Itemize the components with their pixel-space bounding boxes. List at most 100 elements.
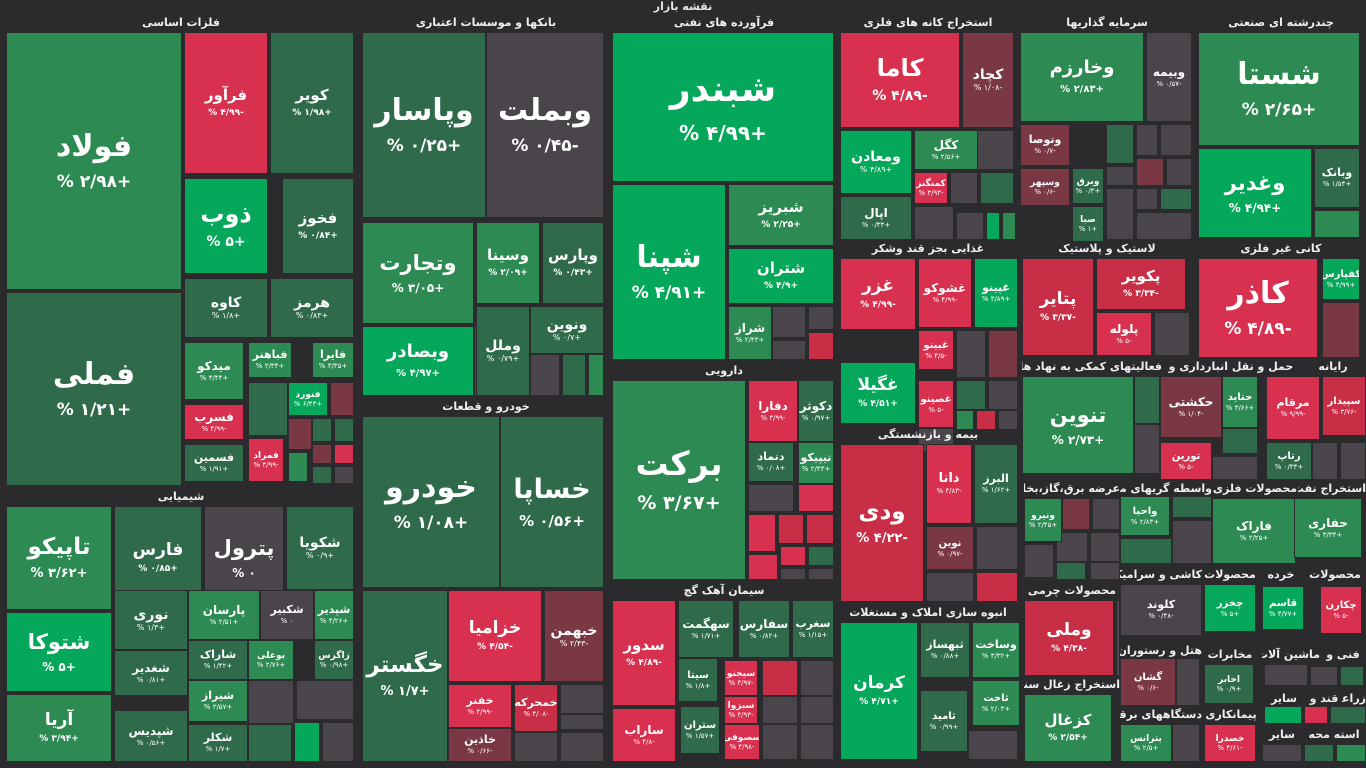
company-tile[interactable] xyxy=(986,212,1000,240)
company-tile[interactable] xyxy=(806,514,834,544)
company-tile[interactable] xyxy=(1120,538,1172,564)
company-tile[interactable] xyxy=(514,732,558,762)
company-tile[interactable] xyxy=(762,724,798,760)
company-tile[interactable]: فسمین +۱/۹۱ % xyxy=(184,444,244,482)
company-tile[interactable]: ونوین +۰/۷ % xyxy=(530,306,604,354)
company-tile[interactable] xyxy=(1154,312,1190,356)
company-tile[interactable] xyxy=(1136,158,1164,186)
company-tile[interactable] xyxy=(800,696,834,724)
company-tile[interactable]: کگل +۲/۵۶ % xyxy=(914,130,978,170)
company-tile[interactable]: کفپارس +۴/۹۹ % xyxy=(1322,258,1360,300)
company-tile[interactable]: شپدیر +۴/۲۶ % xyxy=(314,590,354,640)
company-tile[interactable] xyxy=(1090,532,1120,562)
company-tile[interactable]: فسرب -۴/۹۹ % xyxy=(184,404,244,440)
company-tile[interactable]: زاگرس +۰/۹۸ % xyxy=(314,640,354,680)
company-tile[interactable] xyxy=(1106,166,1134,186)
company-tile[interactable]: پارسان +۲/۵۱ % xyxy=(188,590,260,640)
company-tile[interactable] xyxy=(1330,706,1366,724)
company-tile[interactable]: غگیلا +۴/۵۱ % xyxy=(840,362,916,424)
company-tile[interactable]: ثبهساز +۰/۸۸ % xyxy=(920,622,970,678)
company-tile[interactable]: وملی -۴/۳۸ % xyxy=(1024,600,1114,676)
company-tile[interactable]: شیراز +۲/۵۷ % xyxy=(188,680,248,722)
company-tile[interactable]: فخوز +۰/۸۴ % xyxy=(282,178,354,274)
company-tile[interactable]: وبملت -۰/۴۵ % xyxy=(486,32,604,218)
company-tile[interactable]: فولاد +۲/۹۸ % xyxy=(6,32,182,290)
company-tile[interactable]: وپاسار +۰/۲۵ % xyxy=(362,32,486,218)
company-tile[interactable]: خاذین -۰/۶۶ % xyxy=(448,728,512,762)
company-tile[interactable] xyxy=(1264,706,1302,724)
company-tile[interactable]: مرقام -۹/۹۹ % xyxy=(1266,376,1320,440)
company-tile[interactable] xyxy=(976,572,1018,602)
company-tile[interactable]: وبرق +۰/۳ % xyxy=(1072,168,1104,204)
company-tile[interactable] xyxy=(808,332,834,360)
company-tile[interactable] xyxy=(588,354,604,396)
company-tile[interactable]: وغدیر +۴/۹۴ % xyxy=(1198,148,1312,238)
company-tile[interactable] xyxy=(312,444,332,464)
company-tile[interactable] xyxy=(1134,376,1160,424)
company-tile[interactable] xyxy=(950,172,978,204)
company-tile[interactable] xyxy=(1062,498,1090,530)
company-tile[interactable]: سصوفی -۴/۹۸ % xyxy=(724,724,760,760)
company-tile[interactable] xyxy=(762,696,798,724)
company-tile[interactable]: نوری +۱/۳ % xyxy=(114,590,188,650)
company-tile[interactable] xyxy=(808,568,834,580)
company-tile[interactable] xyxy=(334,466,354,484)
company-tile[interactable]: دتماد +۰/۰۸ % xyxy=(748,442,794,482)
company-tile[interactable] xyxy=(334,444,354,464)
company-tile[interactable] xyxy=(998,410,1018,430)
company-tile[interactable]: وملل +۰/۷۹ % xyxy=(476,306,530,396)
company-tile[interactable]: وساخت +۴/۳۲ % xyxy=(972,622,1020,678)
company-tile[interactable]: ساراب -۴/۸ % xyxy=(612,708,676,762)
company-tile[interactable] xyxy=(1166,158,1192,186)
company-tile[interactable] xyxy=(988,380,1018,410)
company-tile[interactable]: نوین -۰/۹۷ % xyxy=(926,526,974,570)
company-tile[interactable]: برکت +۳/۶۷ % xyxy=(612,380,746,580)
company-tile[interactable]: کلوند -۰/۴۸ % xyxy=(1120,584,1202,636)
company-tile[interactable] xyxy=(322,722,354,762)
company-tile[interactable]: غپینو +۴/۸۹ % xyxy=(974,258,1018,328)
company-tile[interactable] xyxy=(1092,498,1120,530)
company-tile[interactable] xyxy=(1024,544,1054,578)
company-tile[interactable]: فملی +۱/۲۱ % xyxy=(6,292,182,486)
company-tile[interactable] xyxy=(1304,744,1334,762)
company-tile[interactable]: فباهنر +۲/۳۴ % xyxy=(248,342,292,378)
company-tile[interactable] xyxy=(772,340,806,360)
company-tile[interactable] xyxy=(798,484,834,512)
company-tile[interactable]: ثاخت +۲/۰۳ % xyxy=(972,680,1020,726)
company-tile[interactable] xyxy=(530,354,560,396)
company-tile[interactable] xyxy=(1256,664,1260,704)
company-tile[interactable] xyxy=(1176,658,1200,706)
company-tile[interactable] xyxy=(1322,302,1360,358)
company-tile[interactable] xyxy=(1002,212,1016,240)
company-tile[interactable] xyxy=(980,172,1014,204)
company-tile[interactable]: شبریز +۲/۲۵ % xyxy=(728,184,834,246)
company-tile[interactable]: ودی -۴/۲۲ % xyxy=(840,444,924,602)
company-tile[interactable]: وسینا +۲/۰۹ % xyxy=(476,222,540,304)
company-tile[interactable]: سیجنو -۴/۹۷ % xyxy=(724,660,758,696)
company-tile[interactable]: پتایر -۳/۳۷ % xyxy=(1022,258,1094,356)
company-tile[interactable] xyxy=(720,702,724,704)
company-tile[interactable]: شکلر +۱/۷ % xyxy=(188,724,248,762)
company-tile[interactable] xyxy=(1336,744,1366,762)
company-tile[interactable] xyxy=(956,330,986,378)
company-tile[interactable]: خساپا +۰/۵۶ % xyxy=(500,416,604,588)
company-tile[interactable]: سهگمت +۱/۷۱ % xyxy=(678,600,734,658)
company-tile[interactable] xyxy=(1160,188,1192,210)
company-tile[interactable]: خفنر -۴/۹۹ % xyxy=(448,684,512,728)
company-tile[interactable]: سبزوا -۴/۹۳ % xyxy=(724,696,758,724)
company-tile[interactable]: ستران +۱/۵۷ % xyxy=(680,706,720,754)
company-tile[interactable]: وپارس +۰/۴۳ % xyxy=(542,222,604,304)
company-tile[interactable] xyxy=(1056,562,1086,580)
company-tile[interactable]: فرآور -۴/۹۹ % xyxy=(184,32,268,174)
company-tile[interactable] xyxy=(248,724,292,762)
company-tile[interactable] xyxy=(808,306,834,330)
company-tile[interactable] xyxy=(296,680,354,720)
company-tile[interactable] xyxy=(1136,212,1192,240)
company-tile[interactable] xyxy=(748,514,776,552)
company-tile[interactable]: بترانس +۲/۵ % xyxy=(1120,724,1172,762)
company-tile[interactable] xyxy=(334,418,354,442)
company-tile[interactable] xyxy=(780,546,806,566)
company-tile[interactable]: وسپهر -۰/۶ % xyxy=(1020,168,1070,206)
company-tile[interactable]: میدکو +۴/۴۴ % xyxy=(184,342,244,400)
company-tile[interactable]: شکویا +۰/۹ % xyxy=(286,506,354,590)
